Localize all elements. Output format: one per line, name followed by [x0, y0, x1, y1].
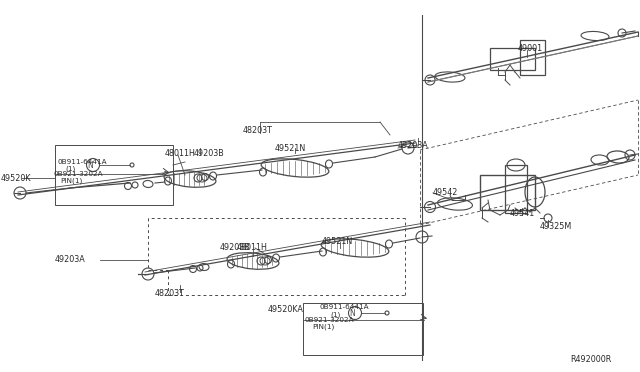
Bar	[520, 40, 545, 75]
Text: (1): (1)	[330, 312, 340, 318]
Text: 48011H: 48011H	[165, 148, 196, 157]
Text: R492000R: R492000R	[570, 356, 611, 365]
Text: 49203B: 49203B	[194, 148, 225, 157]
Text: 0B921-3202A: 0B921-3202A	[305, 317, 355, 323]
Bar	[303, 303, 423, 355]
Text: 48203T: 48203T	[155, 289, 185, 298]
Text: 48203T: 48203T	[243, 125, 273, 135]
Text: 49521N: 49521N	[275, 144, 307, 153]
Text: 49203A: 49203A	[398, 141, 429, 150]
Text: 48011H: 48011H	[237, 244, 268, 253]
Text: 49520K: 49520K	[1, 173, 31, 183]
Text: PIN(1): PIN(1)	[312, 324, 334, 330]
Text: 49203B: 49203B	[220, 244, 251, 253]
Text: (1): (1)	[65, 166, 76, 172]
Text: 49203A: 49203A	[55, 256, 86, 264]
Text: 49521N: 49521N	[322, 237, 353, 246]
Text: 0B921-3202A: 0B921-3202A	[53, 171, 102, 177]
Text: N: N	[87, 160, 93, 170]
Text: 0B911-6441A: 0B911-6441A	[57, 159, 107, 165]
Text: 49325M: 49325M	[540, 221, 572, 231]
Text: 0B911-6441A: 0B911-6441A	[320, 304, 370, 310]
Bar	[490, 48, 535, 70]
Bar	[480, 175, 535, 210]
Text: 49542: 49542	[433, 187, 458, 196]
Bar	[505, 165, 527, 213]
Text: N: N	[349, 308, 355, 317]
Text: PIN(1): PIN(1)	[60, 178, 83, 184]
Text: 49541: 49541	[510, 208, 535, 218]
Text: 49001: 49001	[518, 44, 543, 52]
Bar	[55, 145, 173, 205]
Text: 49520KA: 49520KA	[268, 305, 304, 314]
